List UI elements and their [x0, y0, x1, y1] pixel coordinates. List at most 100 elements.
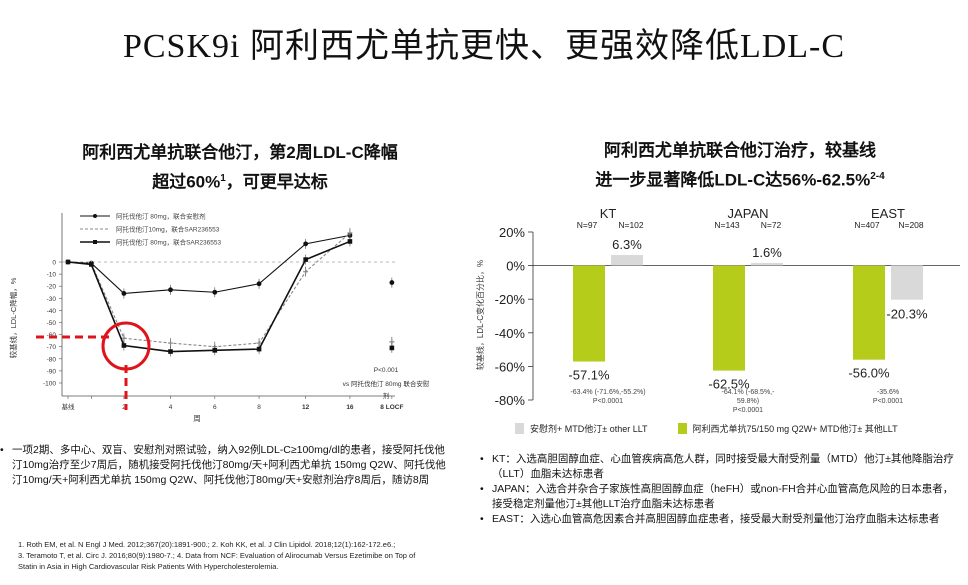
line-chart-point: [212, 289, 218, 295]
legend-swatch-placebo: [515, 423, 524, 434]
bar-value-label: -57.1%: [568, 368, 610, 383]
reference-line: 3. Teramoto T, et al. Circ J. 2016;80(9)…: [18, 551, 416, 560]
line-chart-point: [121, 343, 127, 348]
left-bullet: 一项2期、多中心、双盲、安慰剂对照试验，纳入92例LDL-C≥100mg/dl的…: [0, 443, 450, 488]
bar-chart-category-label: KT: [600, 206, 617, 221]
line-chart-point: [168, 349, 173, 354]
line-chart-y-tick-label: -80: [47, 356, 57, 363]
bar-alirocumab: [573, 265, 605, 362]
right-panel-title: 阿利西尤单抗联合他汀治疗，较基线 进一步显著降低LDL-C达56%-62.5%2…: [520, 138, 960, 194]
line-chart-series-line: [67, 240, 351, 353]
bar-chart-n-label: N=208: [898, 220, 924, 230]
line-chart-legend-marker: [93, 214, 97, 218]
bar-chart-category-label: EAST: [871, 206, 905, 221]
line-chart-point: [256, 281, 262, 287]
references: 1. Roth EM, et al. N Engl J Med. 2012;36…: [18, 539, 415, 572]
line-chart-legend-label: 阿托伐他汀 80mg，联合安慰剂: [116, 212, 206, 221]
line-chart-point: [347, 239, 353, 244]
right-bullet-kt: KT：入选高胆固醇血症、心血管疾病高危人群，同时接受最大耐受剂量（MTD）他汀±…: [480, 452, 960, 482]
line-chart-point: [121, 291, 127, 296]
bar-chart-diff-label: P<0.0001: [873, 398, 903, 405]
line-chart-y-tick-label: -20: [47, 284, 57, 291]
line-chart-x-tick-label: 12: [302, 404, 310, 411]
right-title-line2: 进一步显著降低LDL-C达56%-62.5%2-4: [595, 170, 885, 190]
bar-value-label: 6.3%: [612, 237, 642, 252]
line-chart-x-tick-label: 基线: [62, 402, 76, 411]
line-chart-point: [256, 346, 262, 352]
line-chart-legend-label: 阿托伐他汀10mg，联合SAR236553: [116, 225, 220, 234]
line-chart-y-tick-label: -40: [47, 308, 57, 315]
line-chart: 0-10-20-30-40-50-60-70-80-90-100基线246812…: [8, 212, 430, 424]
red-highlight-circle: [101, 321, 151, 371]
bar-alirocumab: [713, 265, 745, 371]
bar-chart-y-tick-label: -80%: [495, 393, 526, 408]
left-title-line1: 阿利西尤单抗联合他汀，第2周LDL-C降幅: [82, 143, 398, 162]
reference-line: Statin in Asia in High Cardiovascular Ri…: [18, 562, 279, 571]
left-panel-title: 阿利西尤单抗联合他汀，第2周LDL-C降幅 超过60%1，可更早达标: [40, 140, 440, 196]
bar-chart-y-tick-label: 0%: [506, 259, 525, 274]
legend-label-placebo: 安慰剂+ MTD他汀± other LLT: [530, 424, 648, 434]
line-chart-series-line: [67, 234, 351, 295]
line-chart-x-tick-label: 8 LOCF: [380, 404, 403, 411]
line-chart-ylabel: 较基线，LDL-C降幅，%: [8, 277, 18, 358]
line-chart-y-tick-label: 0: [52, 260, 56, 267]
line-chart-point: [347, 230, 353, 236]
line-chart-series-line: [67, 232, 351, 348]
legend-swatch-alirocumab: [677, 423, 687, 434]
reference-line: 1. Roth EM, et al. N Engl J Med. 2012;36…: [18, 540, 396, 549]
line-chart-legend-label: 阿托伐他汀 80mg，联合SAR236553: [116, 238, 222, 247]
bar-alirocumab: [853, 265, 885, 360]
line-chart-x-tick-label: 4: [169, 404, 173, 411]
line-chart-x-tick-label: 2: [122, 404, 126, 411]
bar-chart-n-label: N=407: [854, 220, 880, 230]
bar-chart-diff-label: P<0.0001: [733, 407, 763, 414]
bar-value-label: 1.6%: [752, 245, 782, 260]
bar-chart-y-tick-label: -40%: [495, 326, 526, 341]
line-chart-point: [389, 280, 395, 285]
bar-placebo: [611, 255, 643, 266]
bar-chart-n-label: N=72: [761, 220, 782, 230]
line-chart-x-tick-label: 6: [213, 404, 217, 411]
bar-value-label: -62.5%: [708, 377, 750, 392]
bar-chart-n-label: N=102: [618, 220, 644, 230]
bar-chart-diff-label: -64.1% (-68.5%,-: [722, 389, 776, 396]
bar-chart-diff-label: 59.8%): [737, 398, 759, 405]
bar-chart-n-label: N=97: [577, 220, 598, 230]
line-chart-xlabel: 周: [193, 414, 201, 423]
line-chart-point: [168, 340, 174, 346]
right-bullet-japan: JAPAN：入选合并杂合子家族性高胆固醇血症（heFH）或non-FH合并心血管…: [480, 482, 960, 512]
bar-chart-diff-label: -35.6%: [877, 389, 899, 396]
bar-chart-legend: 安慰剂+ MTD他汀± other LLT 阿利西尤单抗75/150 mg Q2…: [515, 422, 965, 435]
bar-chart: 20% 0% -20% -40% -60% -80% KTN=97 N=102 -57.1% 6…: [475, 206, 960, 414]
bar-chart-ylabel: 较基线，LDL-C变化百分比，%: [475, 260, 485, 370]
bar-chart-diff-label: -63.4% (-71.6%,-55.2%): [570, 389, 645, 396]
right-study-description: KT：入选高胆固醇血症、心血管疾病高危人群，同时接受最大耐受剂量（MTD）他汀±…: [480, 452, 960, 527]
line-chart-y-tick-label: -50: [47, 320, 57, 327]
line-chart-y-tick-label: -90: [47, 368, 57, 375]
bar-chart-n-label: N=143: [714, 220, 740, 230]
line-chart-p-value: P<0.001: [374, 367, 399, 374]
bar-chart-y-tick-label: 20%: [499, 225, 525, 240]
line-chart-point: [303, 257, 308, 262]
line-chart-y-tick-label: -100: [43, 381, 56, 388]
line-chart-point: [65, 259, 71, 265]
line-chart-y-tick-label: -30: [47, 296, 57, 303]
line-chart-legend-marker: [93, 240, 97, 244]
left-study-description: 一项2期、多中心、双盲、安慰剂对照试验，纳入92例LDL-C≥100mg/dl的…: [0, 443, 450, 488]
line-chart-point: [303, 241, 309, 247]
line-chart-point: [389, 345, 395, 351]
line-chart-point: [168, 287, 173, 293]
line-chart-note-line1: vs 阿托伐他汀 80mg 联合安慰: [343, 379, 430, 388]
left-title-line2: 超过60%1，可更早达标: [152, 172, 328, 192]
bar-placebo: [751, 262, 783, 266]
bar-chart-category-label: JAPAN: [728, 206, 769, 221]
line-chart-point: [121, 335, 127, 341]
bar-chart-y-tick-label: -60%: [495, 359, 526, 374]
right-title-line1: 阿利西尤单抗联合他汀治疗，较基线: [604, 141, 876, 160]
bar-chart-y-tick-label: -20%: [495, 292, 526, 307]
bar-chart-diff-label: P<0.0001: [593, 398, 623, 405]
page-title: PCSK9i 阿利西尤单抗更快、更强效降低LDL-C: [122, 28, 846, 65]
legend-label-alirocumab: 阿利西尤单抗75/150 mg Q2W+ MTD他汀± 其他LLT: [692, 424, 898, 434]
line-chart-point: [303, 269, 309, 275]
bar-placebo: [891, 265, 923, 300]
